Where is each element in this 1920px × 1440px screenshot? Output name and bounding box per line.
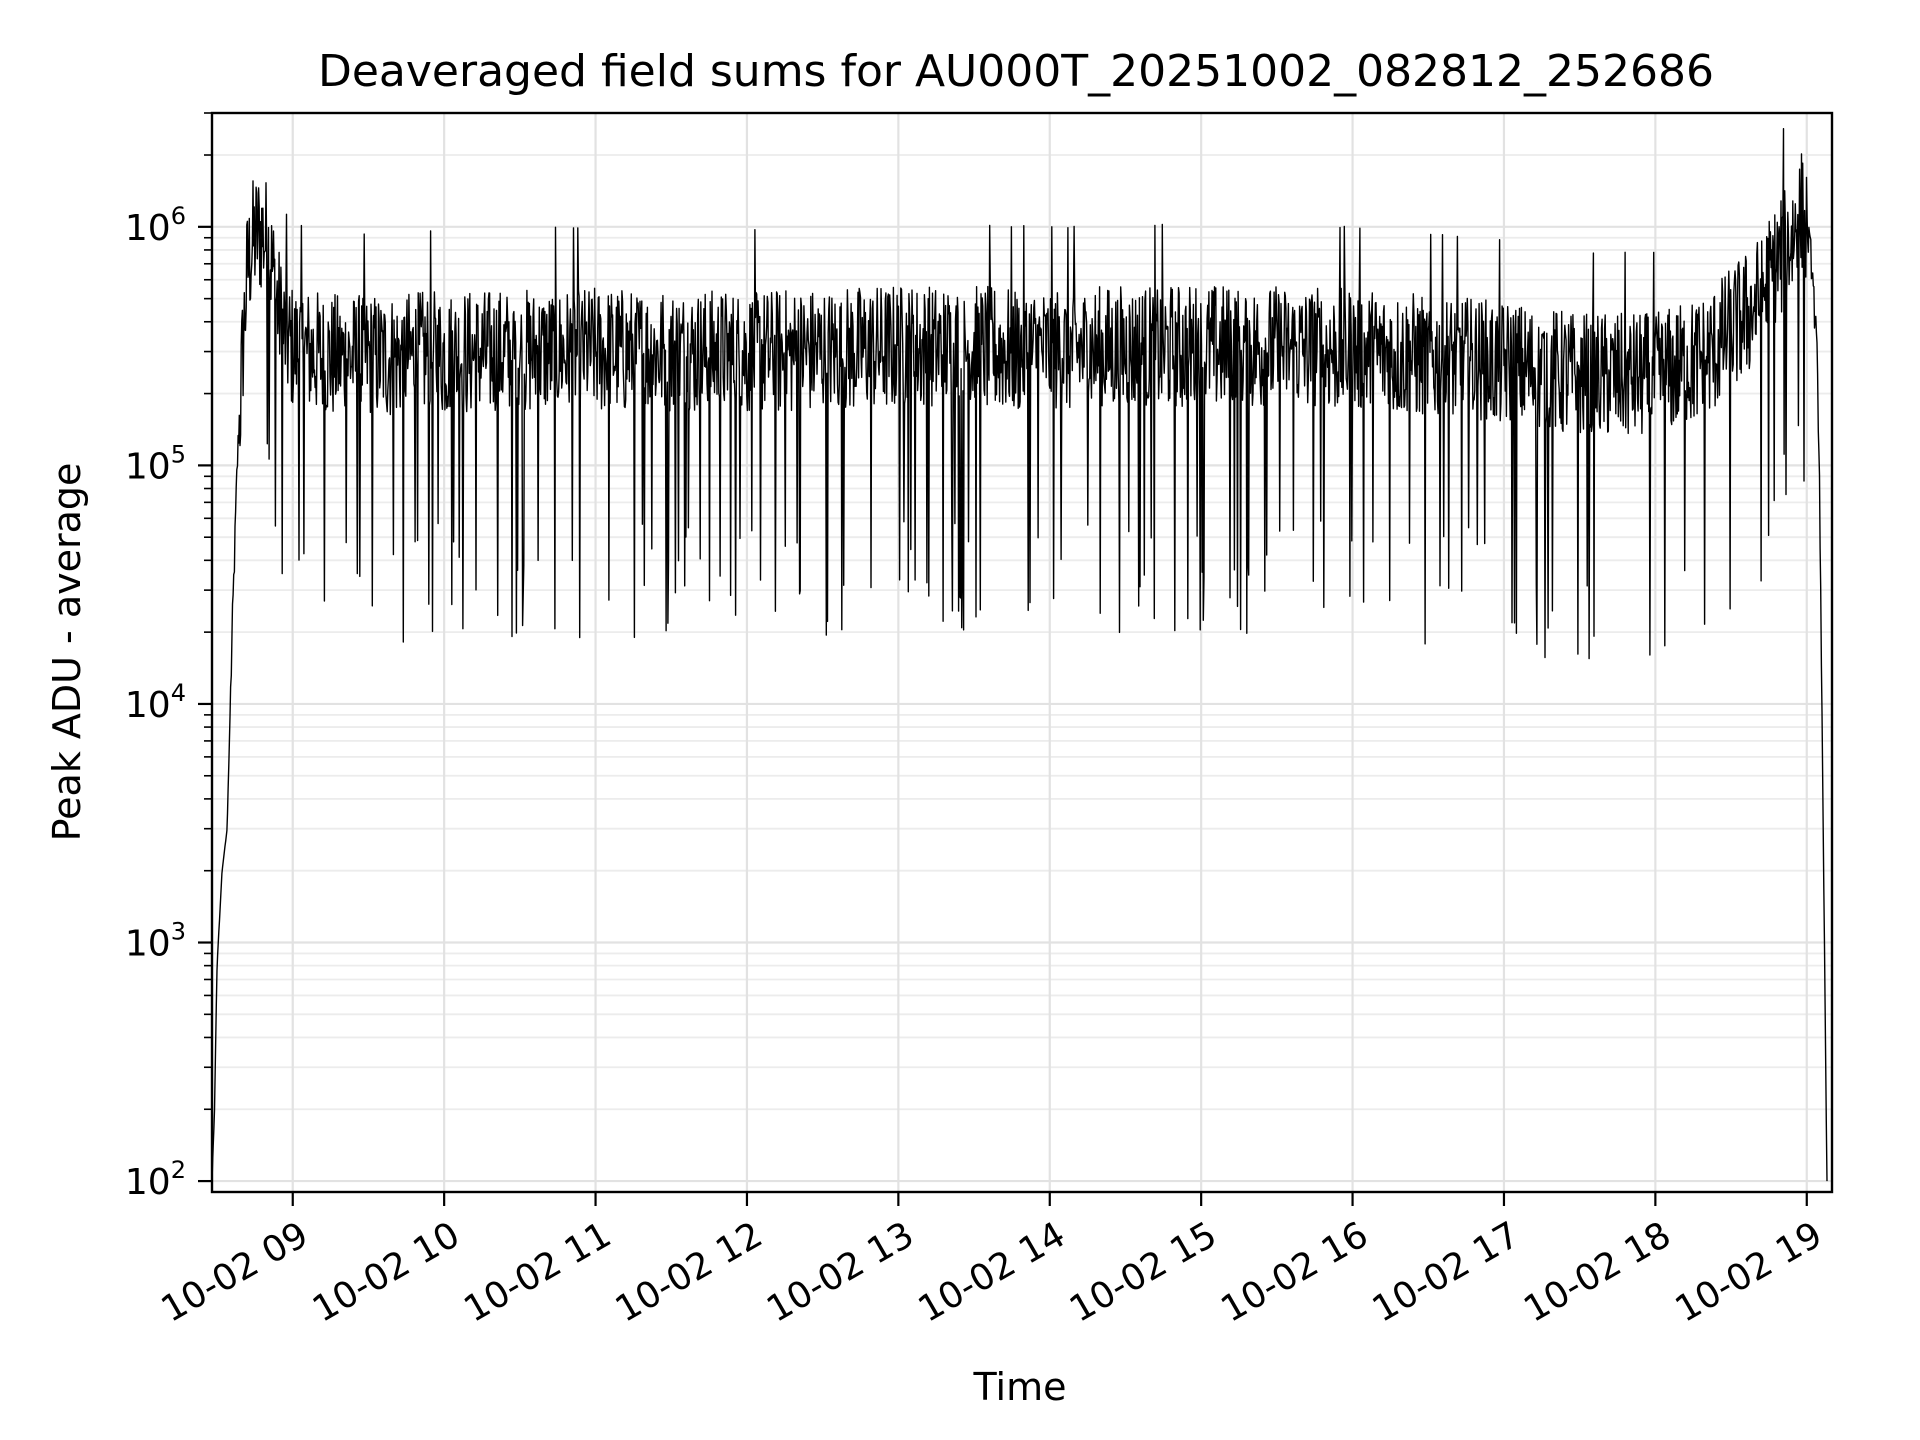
y-tick-label: 106 xyxy=(125,202,186,249)
y-axis-label: Peak ADU - average xyxy=(45,463,89,842)
y-tick-label: 105 xyxy=(125,440,186,487)
plot-frame xyxy=(210,111,1834,1194)
series-line xyxy=(211,127,1828,1182)
tick-marks xyxy=(198,112,1808,1206)
y-tick-label: 103 xyxy=(125,918,186,965)
series-layer xyxy=(211,127,1828,1182)
chart-title: Deaveraged field sums for AU000T_2025100… xyxy=(318,46,1714,97)
grid-lines xyxy=(212,112,1832,1192)
x-axis-label: Time xyxy=(973,1365,1067,1409)
y-tick-labels: 102 103 104 105 106 xyxy=(125,202,186,1203)
y-tick-label: 102 xyxy=(125,1156,186,1203)
y-tick-label: 104 xyxy=(125,679,186,726)
